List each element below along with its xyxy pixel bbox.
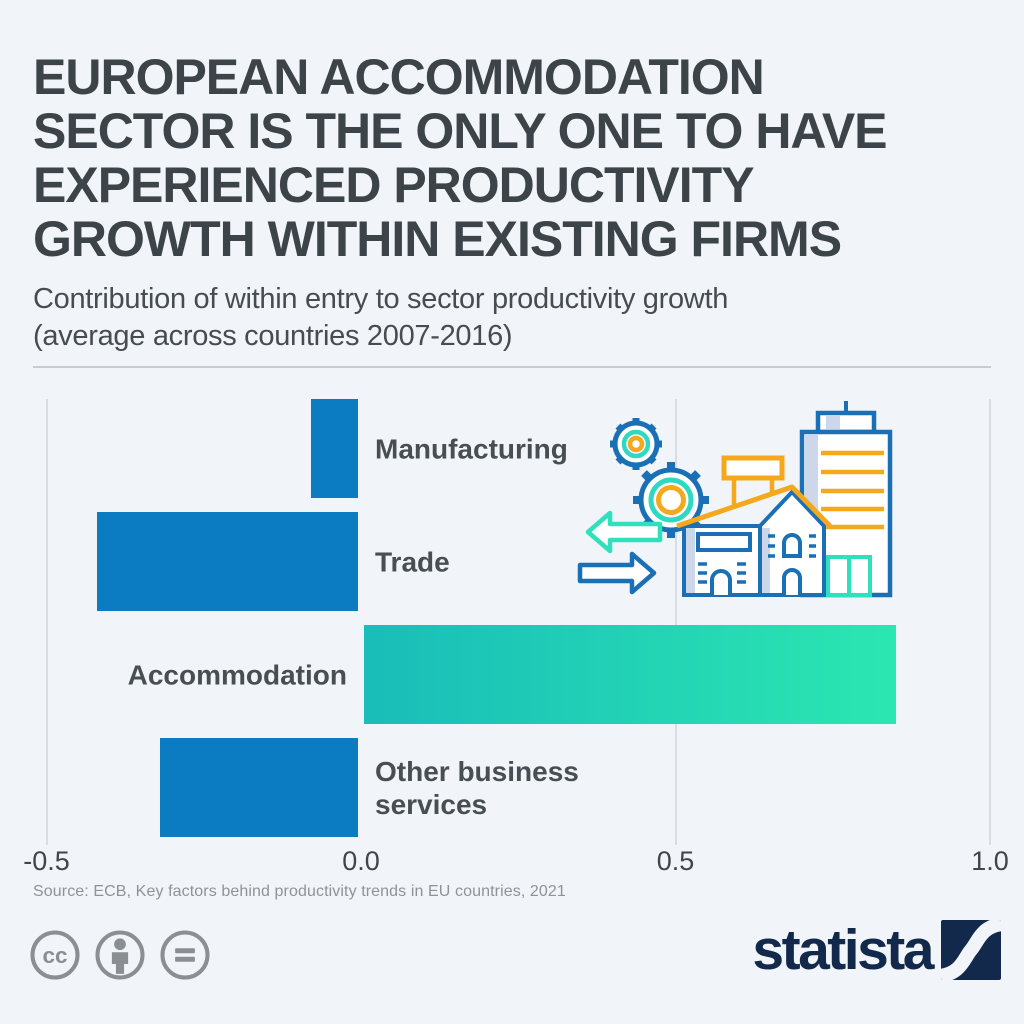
bar-trade (96, 512, 358, 611)
attribution-icon[interactable] (93, 928, 147, 982)
creative-commons-icon[interactable]: cc (28, 928, 82, 982)
cc-license-badges: cc (28, 928, 212, 982)
header-divider (33, 366, 991, 368)
house-icon (676, 484, 832, 597)
title-line: EXPERIENCED PRODUCTIVITY (33, 157, 755, 213)
roof-sign (721, 455, 785, 506)
title-line: GROWTH WITHIN EXISTING FIRMS (33, 211, 842, 267)
garage-icon (826, 555, 872, 597)
x-tick-label--0.5: -0.5 (23, 846, 70, 876)
no-derivatives-icon[interactable] (158, 928, 212, 982)
arrow-left-icon (585, 510, 663, 554)
gridline-x--0.5 (45, 399, 48, 845)
subtitle-line: Contribution of within entry to sector p… (33, 283, 729, 315)
category-label-manufacturing: Manufacturing (375, 433, 568, 464)
page-title: EUROPEAN ACCOMMODATION SECTOR IS THE ONL… (33, 50, 993, 266)
category-label-other-business-services: Other business services (375, 755, 579, 820)
chart-subtitle: Contribution of within entry to sector p… (33, 281, 963, 355)
subtitle-line: (average across countries 2007-2016) (33, 320, 513, 352)
source-note: Source: ECB, Key factors behind producti… (33, 883, 566, 900)
title-line: SECTOR IS THE ONLY ONE TO HAVE (33, 103, 888, 159)
bar-accommodation (364, 625, 896, 724)
x-tick-label-0.5: 0.5 (656, 846, 695, 876)
arrow-right-icon (577, 551, 657, 595)
statista-logo (941, 920, 1001, 980)
statista-wordmark: statista (752, 918, 934, 982)
statista-branding[interactable]: statista (752, 920, 1001, 980)
category-label-accommodation: Accommodation (127, 659, 347, 690)
cc-text: cc (42, 943, 67, 968)
x-tick-label-0.0: 0.0 (342, 846, 380, 876)
category-label-trade: Trade (375, 546, 450, 577)
industry-illustration (577, 401, 893, 598)
bar-manufacturing (310, 399, 358, 498)
x-tick-label-1.0: 1.0 (971, 846, 1009, 876)
gear-icon-small (610, 418, 662, 470)
gridline-x-0.5 (674, 399, 677, 845)
title-line: EUROPEAN ACCOMMODATION (33, 49, 765, 105)
bar-other-business-services (159, 738, 358, 837)
gridline-x-1 (989, 399, 991, 845)
